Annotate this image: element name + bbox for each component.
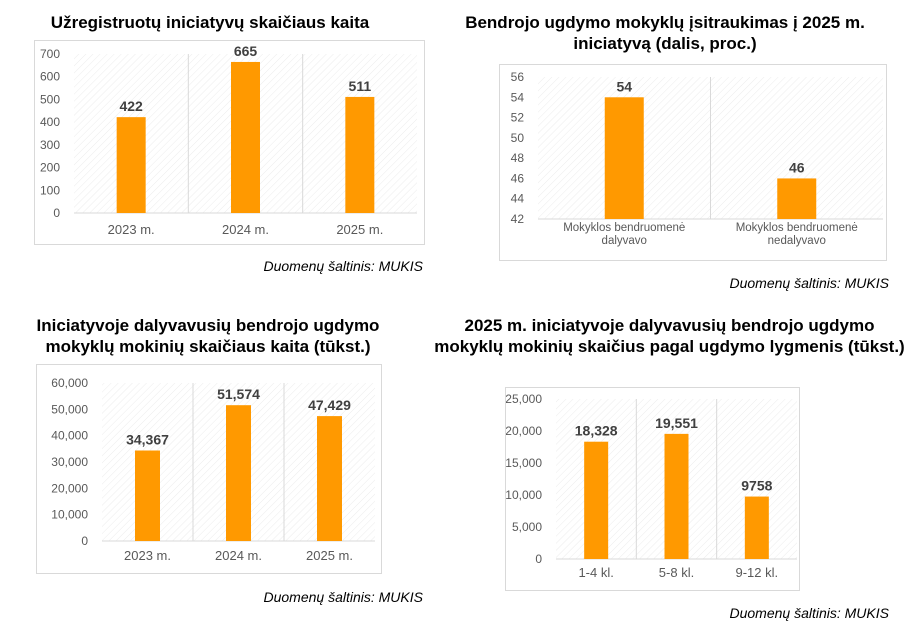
chart-2-y-tick: 50 <box>511 131 525 145</box>
chart-3-bar <box>135 450 160 541</box>
chart-2-y-tick: 48 <box>511 151 525 165</box>
chart-2-y-tick: 44 <box>511 192 525 206</box>
chart-3-y-tick: 20,000 <box>51 481 88 495</box>
chart-3-svg: 0 10,000 20,000 30,000 40,000 50,000 60,000 34,… <box>51 376 375 563</box>
chart-2-svg: 42 44 46 48 50 52 54 56 54 Mokyklos bendruomenė da… <box>511 70 883 247</box>
chart-4-bar <box>664 433 689 559</box>
chart-1-y-tick: 500 <box>40 92 60 106</box>
chart-3-value-label: 34,367 <box>126 432 169 448</box>
chart-4-y-tick: 15,000 <box>506 456 542 470</box>
chart-4-svg: 0 5,000 10,000 15,000 20,000 25,000 18,328 1-4 … <box>506 392 797 580</box>
chart-4-y-tick: 20,000 <box>506 424 542 438</box>
chart-1-y-tick: 200 <box>40 161 60 175</box>
chart-3-y-tick: 10,000 <box>51 508 88 522</box>
chart-4-y-tick: 5,000 <box>512 520 542 534</box>
chart-1-value-label: 422 <box>119 98 143 114</box>
chart-2-bar <box>604 97 644 219</box>
chart-3-y-tick: 50,000 <box>51 402 88 416</box>
chart-4-bar <box>744 496 769 559</box>
chart-2-title: Bendrojo ugdymo mokyklų įsitraukimas į 2… <box>465 13 865 53</box>
chart-4-panel: 0 5,000 10,000 15,000 20,000 25,000 18,328 1-4 … <box>505 387 800 591</box>
chart-2-category-label: Mokyklos bendruomenė nedalyvavo <box>736 222 858 247</box>
chart-1-category-label: 2023 m. <box>108 222 155 237</box>
chart-3-panel: 0 10,000 20,000 30,000 40,000 50,000 60,000 34,… <box>36 364 382 574</box>
chart-1-bar <box>116 117 146 213</box>
chart-2-value-label: 46 <box>789 159 805 175</box>
chart-3-title: Iniciatyvoje dalyvavusių bendrojo ugdymo… <box>36 316 380 356</box>
chart-3-y-tick: 40,000 <box>51 429 88 443</box>
chart-3-y-tick: 30,000 <box>51 455 88 469</box>
chart-4-y-tick: 10,000 <box>506 488 542 502</box>
chart-2-y-tick: 52 <box>511 111 525 125</box>
chart-2-y-tick: 56 <box>511 70 525 84</box>
chart-1-bar <box>231 61 260 214</box>
chart-4-category-label: 5-8 kl. <box>659 565 694 580</box>
chart-4-value-label: 9758 <box>741 478 772 494</box>
chart-4-category-label: 1-4 kl. <box>578 565 613 580</box>
chart-1-value-label: 511 <box>349 78 372 94</box>
chart-2-value-label: 54 <box>616 78 632 94</box>
chart-2-y-tick: 42 <box>511 212 525 226</box>
chart-1-svg: 0 100 200 300 400 500 600 700 422 2023 m. 665 2024 … <box>40 43 417 237</box>
chart-1-y-tick: 100 <box>40 183 60 197</box>
chart-3-value-label: 47,429 <box>308 397 351 413</box>
chart-4-category-label: 9-12 kl. <box>736 565 779 580</box>
chart-1-y-tick: 300 <box>40 138 60 152</box>
chart-3-category-label: 2023 m. <box>124 548 171 563</box>
chart-2-panel: 42 44 46 48 50 52 54 56 54 Mokyklos bendruomenė da… <box>499 64 887 261</box>
chart-3-category-label: 2024 m. <box>215 548 262 563</box>
chart-1-category-label: 2025 m. <box>336 222 383 237</box>
chart-4-value-label: 18,328 <box>575 423 618 439</box>
chart-4-y-tick: 25,000 <box>506 392 542 406</box>
chart-3-bar <box>226 405 251 541</box>
chart-1-value-label: 665 <box>234 43 258 59</box>
chart-2-source: Duomenų šaltinis: MUKIS <box>729 275 889 291</box>
chart-1-bar <box>345 96 375 213</box>
chart-3-y-tick: 0 <box>81 534 88 548</box>
chart-4-y-tick: 0 <box>535 552 542 566</box>
chart-1-y-tick: 400 <box>40 115 60 129</box>
chart-4-source: Duomenų šaltinis: MUKIS <box>729 605 889 621</box>
chart-3-category-label: 2025 m. <box>306 548 353 563</box>
chart-4-bar <box>584 441 609 559</box>
chart-3-bar <box>317 416 342 541</box>
chart-1-source: Duomenų šaltinis: MUKIS <box>263 258 423 274</box>
chart-2-y-tick: 46 <box>511 171 525 185</box>
chart-2-bar <box>777 178 817 219</box>
chart-3-value-label: 51,574 <box>217 386 260 402</box>
chart-4-title: 2025 m. iniciatyvoje dalyvavusių bendroj… <box>434 316 905 356</box>
chart-1-y-tick: 700 <box>40 47 60 61</box>
chart-1-y-tick: 600 <box>40 70 60 84</box>
chart-1-category-label: 2024 m. <box>222 222 269 237</box>
chart-1-title: Užregistruotų iniciatyvų skaičiaus kaita <box>50 13 370 32</box>
chart-2-y-tick: 54 <box>511 90 525 104</box>
chart-2-category-label: Mokyklos bendruomenė dalyvavo <box>563 222 685 247</box>
chart-4-value-label: 19,551 <box>655 415 698 431</box>
chart-3-y-tick: 60,000 <box>51 376 88 390</box>
chart-3-source: Duomenų šaltinis: MUKIS <box>263 589 423 605</box>
chart-1-y-tick: 0 <box>53 206 60 220</box>
chart-1-panel: 0 100 200 300 400 500 600 700 422 2023 m. 665 2024 … <box>34 40 425 245</box>
